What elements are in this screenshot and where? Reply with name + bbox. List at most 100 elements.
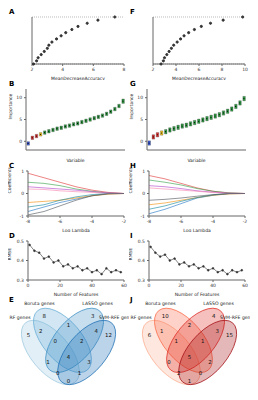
svg-text:Importance: Importance — [129, 93, 134, 119]
svg-text:-4: -4 — [211, 219, 216, 224]
svg-text:0.3: 0.3 — [17, 278, 24, 283]
svg-text:0.4: 0.4 — [138, 258, 145, 263]
svg-text:MeanDecreaseAccuracy: MeanDecreaseAccuracy — [51, 76, 105, 80]
svg-text:5: 5 — [19, 117, 22, 122]
svg-text:1: 1 — [160, 328, 163, 334]
svg-text:-1: -1 — [20, 214, 25, 219]
svg-text:0: 0 — [140, 139, 143, 144]
svg-text:5: 5 — [27, 332, 30, 338]
svg-text:1: 1 — [78, 370, 81, 376]
svg-text:3: 3 — [91, 313, 95, 319]
svg-text:15: 15 — [226, 332, 233, 338]
svg-text:1: 1 — [46, 359, 49, 365]
html-text:A: A — [9, 8, 15, 16]
svg-text:0.5: 0.5 — [17, 239, 24, 244]
svg-text:Coefficients: Coefficients — [129, 166, 133, 193]
svg-text:RMSE: RMSE — [8, 248, 12, 261]
svg-text:0: 0 — [199, 370, 203, 376]
svg-text:2: 2 — [80, 338, 83, 344]
svg-text:LASSO genes: LASSO genes — [82, 301, 113, 306]
svg-text:MeanDecreaseAccuracy: MeanDecreaseAccuracy — [172, 76, 226, 80]
svg-text:-6: -6 — [179, 219, 184, 224]
svg-text:-8: -8 — [147, 219, 152, 224]
svg-text:0: 0 — [148, 283, 151, 288]
svg-text:20: 20 — [178, 283, 184, 288]
svg-text:0.5: 0.5 — [138, 239, 145, 244]
html-text:D: D — [9, 232, 15, 240]
svg-text:10: 10 — [137, 95, 143, 100]
svg-text:3: 3 — [87, 359, 91, 365]
svg-text:8: 8 — [221, 67, 224, 72]
svg-text:0.3: 0.3 — [138, 278, 145, 283]
svg-text:1: 1 — [188, 378, 191, 384]
svg-text:0: 0 — [53, 338, 57, 344]
html-text:H: H — [130, 162, 136, 170]
svg-text:4: 4 — [67, 354, 71, 360]
svg-text:1: 1 — [67, 322, 70, 328]
svg-text:0: 0 — [56, 370, 60, 376]
svg-text:-2: -2 — [243, 219, 248, 224]
svg-text:RF genes: RF genes — [10, 315, 32, 320]
svg-text:1: 1 — [201, 338, 204, 344]
svg-text:LASSO genes: LASSO genes — [203, 301, 234, 306]
svg-text:5: 5 — [188, 354, 191, 360]
svg-text:2: 2 — [152, 67, 155, 72]
svg-text:4: 4 — [95, 328, 99, 334]
svg-text:Number of Features: Number of Features — [54, 292, 99, 296]
svg-text:10: 10 — [242, 67, 248, 72]
svg-text:Variable: Variable — [187, 158, 205, 162]
svg-text:RF genes: RF genes — [131, 315, 153, 320]
svg-text:0.4: 0.4 — [17, 258, 24, 263]
svg-text:2: 2 — [31, 67, 34, 72]
svg-text:0: 0 — [19, 139, 22, 144]
svg-text:4: 4 — [175, 67, 178, 72]
svg-text:8: 8 — [123, 67, 126, 72]
svg-text:20: 20 — [57, 283, 63, 288]
svg-text:60: 60 — [242, 283, 248, 288]
svg-text:0: 0 — [142, 191, 145, 196]
svg-text:12: 12 — [105, 332, 112, 338]
svg-text:Boruta genes: Boruta genes — [24, 301, 55, 306]
html-text:G: G — [130, 80, 136, 88]
svg-text:Number of Features: Number of Features — [175, 292, 220, 296]
svg-text:2: 2 — [177, 370, 180, 376]
svg-text:10: 10 — [162, 313, 169, 319]
svg-text:8: 8 — [43, 313, 47, 319]
svg-text:40: 40 — [89, 283, 95, 288]
svg-text:0: 0 — [27, 283, 30, 288]
svg-text:Coefficients: Coefficients — [8, 166, 12, 193]
svg-text:5: 5 — [140, 117, 143, 122]
svg-text:4: 4 — [212, 313, 216, 319]
svg-text:6: 6 — [148, 332, 152, 338]
svg-text:SVM-RFE genes: SVM-RFE genes — [220, 315, 250, 320]
svg-text:Boruta genes: Boruta genes — [145, 301, 176, 306]
svg-text:1: 1 — [142, 169, 145, 174]
svg-text:0: 0 — [21, 191, 24, 196]
svg-text:-6: -6 — [58, 219, 63, 224]
svg-text:-8: -8 — [26, 219, 31, 224]
svg-text:2: 2 — [208, 359, 211, 365]
svg-text:40: 40 — [210, 283, 216, 288]
svg-text:1: 1 — [21, 169, 24, 174]
svg-text:0: 0 — [67, 378, 71, 384]
svg-text:2: 2 — [39, 328, 42, 334]
svg-text:6: 6 — [92, 67, 95, 72]
svg-text:Log Lambda: Log Lambda — [183, 228, 211, 232]
svg-text:2: 2 — [188, 322, 191, 328]
svg-text:1: 1 — [174, 338, 177, 344]
svg-text:6: 6 — [198, 67, 201, 72]
svg-text:60: 60 — [121, 283, 127, 288]
svg-text:10: 10 — [16, 95, 22, 100]
svg-text:Variable: Variable — [66, 158, 84, 162]
svg-text:SVM-RFE genes: SVM-RFE genes — [99, 315, 129, 320]
svg-text:RMSE: RMSE — [129, 248, 133, 261]
svg-text:Importance: Importance — [8, 93, 13, 119]
html-text:B: B — [9, 80, 15, 88]
svg-text:Log Lambda: Log Lambda — [62, 228, 90, 232]
svg-text:-1: -1 — [141, 214, 146, 219]
svg-text:-2: -2 — [122, 219, 127, 224]
svg-text:4: 4 — [61, 67, 64, 72]
svg-text:-4: -4 — [90, 219, 95, 224]
svg-text:0: 0 — [167, 359, 171, 365]
svg-text:3: 3 — [216, 328, 220, 334]
